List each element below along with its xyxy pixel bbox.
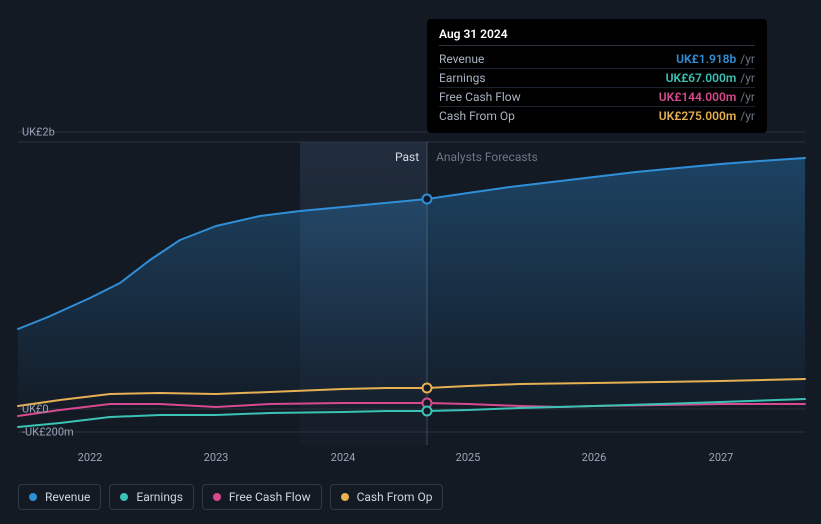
forecast-section-label: Analysts Forecasts: [436, 150, 538, 164]
tooltip-row: Cash From Op UK£275.000m/yr: [439, 107, 755, 125]
legend-label: Free Cash Flow: [229, 490, 311, 504]
x-axis-tick-label: 2026: [582, 451, 607, 464]
legend-item-revenue[interactable]: Revenue: [18, 484, 101, 510]
x-axis-tick-label: 2027: [709, 451, 734, 464]
legend-label: Revenue: [45, 490, 90, 504]
legend-dot-icon: [341, 493, 349, 501]
tooltip-row: Revenue UK£1.918b/yr: [439, 50, 755, 69]
y-axis-tick-label: UK£0: [22, 403, 49, 416]
legend-dot-icon: [120, 493, 128, 501]
tooltip-row-label: Free Cash Flow: [439, 90, 521, 104]
tooltip-row-value: UK£1.918b: [676, 52, 736, 66]
x-axis-tick-label: 2023: [204, 451, 229, 464]
legend-item-free-cash-flow[interactable]: Free Cash Flow: [202, 484, 322, 510]
tooltip-row-unit: /yr: [740, 90, 755, 104]
tooltip-row-unit: /yr: [740, 71, 755, 85]
y-axis-tick-label: -UK£200m: [22, 426, 74, 439]
tooltip-row: Earnings UK£67.000m/yr: [439, 69, 755, 88]
y-axis-tick-label: UK£2b: [22, 126, 55, 139]
tooltip-row-label: Earnings: [439, 71, 486, 85]
legend-dot-icon: [213, 493, 221, 501]
tooltip-row-label: Revenue: [439, 52, 484, 66]
tooltip-row-value: UK£67.000m: [666, 71, 737, 85]
legend-dot-icon: [29, 493, 37, 501]
financial-chart: Past Analysts Forecasts UK£2b UK£0 -UK£200…: [0, 0, 821, 524]
x-axis-tick-label: 2022: [78, 451, 103, 464]
legend-label: Earnings: [136, 490, 183, 504]
tooltip-row-unit: /yr: [740, 109, 755, 123]
past-section-label: Past: [395, 150, 419, 164]
tooltip-row-value: UK£275.000m: [659, 109, 737, 123]
tooltip-row: Free Cash Flow UK£144.000m/yr: [439, 88, 755, 107]
x-axis-tick-label: 2025: [456, 451, 481, 464]
tooltip-title: Aug 31 2024: [439, 27, 755, 46]
tooltip-row-unit: /yr: [740, 52, 755, 66]
chart-tooltip: Aug 31 2024 Revenue UK£1.918b/yr Earnings U…: [427, 19, 767, 133]
tooltip-row-label: Cash From Op: [439, 109, 515, 123]
legend-item-earnings[interactable]: Earnings: [109, 484, 194, 510]
legend-item-cash-from-op[interactable]: Cash From Op: [330, 484, 444, 510]
tooltip-row-value: UK£144.000m: [659, 90, 737, 104]
legend-label: Cash From Op: [357, 490, 433, 504]
chart-legend: Revenue Earnings Free Cash Flow Cash From O…: [18, 484, 443, 510]
x-axis-tick-label: 2024: [331, 451, 356, 464]
